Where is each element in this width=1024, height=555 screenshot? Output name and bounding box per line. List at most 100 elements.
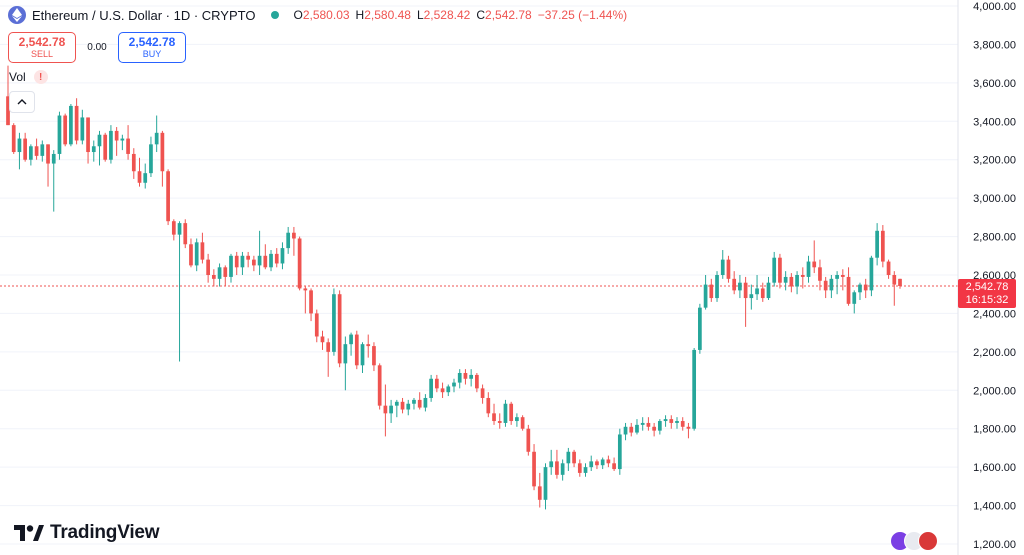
candle[interactable] [526, 428, 531, 452]
candle[interactable] [183, 223, 188, 245]
candle[interactable] [286, 232, 291, 249]
candle[interactable] [778, 257, 782, 283]
candle[interactable] [686, 426, 691, 429]
candle[interactable] [194, 242, 199, 266]
candle[interactable] [34, 146, 39, 156]
candle[interactable] [623, 426, 628, 435]
candle[interactable] [280, 248, 285, 264]
candle[interactable] [326, 342, 331, 352]
candle[interactable] [91, 146, 96, 153]
candle[interactable] [6, 96, 10, 126]
tradingview-logo[interactable]: TradingView [14, 522, 160, 544]
candle[interactable] [537, 486, 542, 500]
candle[interactable] [600, 459, 605, 466]
candle[interactable] [863, 284, 868, 291]
candle[interactable] [560, 463, 565, 475]
candle[interactable] [394, 401, 399, 406]
candle[interactable] [646, 422, 651, 427]
sell-button[interactable]: 2,542.78 SELL [8, 32, 76, 63]
candle[interactable] [143, 173, 148, 183]
candle[interactable] [497, 421, 502, 423]
candle[interactable] [749, 294, 754, 299]
warning-icon[interactable]: ! [33, 70, 48, 84]
candle[interactable] [177, 223, 182, 235]
candle[interactable] [149, 144, 153, 174]
candle[interactable] [755, 288, 759, 295]
candle[interactable] [480, 388, 485, 398]
candle[interactable] [229, 255, 233, 277]
candle[interactable] [572, 451, 576, 464]
candle[interactable] [200, 242, 205, 260]
candle[interactable] [692, 349, 697, 429]
candle[interactable] [74, 105, 79, 141]
candle[interactable] [583, 467, 588, 473]
candle[interactable] [612, 463, 616, 470]
candle[interactable] [11, 125, 16, 153]
candle[interactable] [137, 171, 142, 183]
candle[interactable] [240, 255, 245, 268]
candle[interactable] [629, 426, 634, 433]
candle[interactable] [835, 275, 839, 279]
candle[interactable] [617, 434, 622, 470]
candle[interactable] [406, 403, 411, 410]
candle[interactable] [23, 138, 28, 160]
candle[interactable] [154, 132, 159, 145]
candle[interactable] [566, 451, 571, 464]
candle[interactable] [257, 255, 262, 266]
candle[interactable] [446, 386, 451, 393]
candle[interactable] [898, 278, 902, 286]
candle[interactable] [343, 344, 348, 364]
candle[interactable] [829, 278, 834, 291]
candle[interactable] [103, 134, 108, 160]
candle[interactable] [703, 284, 708, 308]
candle[interactable] [738, 282, 742, 291]
candle[interactable] [880, 230, 885, 262]
symbol-title[interactable]: Ethereum / U.S. Dollar · 1D · CRYPTO [32, 7, 256, 23]
candle[interactable] [886, 261, 891, 275]
candle[interactable] [823, 280, 828, 291]
candle[interactable] [840, 275, 845, 277]
candle[interactable] [657, 421, 662, 431]
candle[interactable] [743, 282, 748, 299]
candle[interactable] [332, 294, 336, 352]
candle[interactable] [869, 257, 874, 291]
candle[interactable] [292, 232, 296, 239]
candle[interactable] [635, 424, 639, 433]
candle[interactable] [57, 115, 62, 154]
candle[interactable] [732, 278, 737, 291]
candle[interactable] [120, 138, 125, 141]
candle[interactable] [320, 336, 325, 343]
candle[interactable] [211, 275, 216, 279]
candle[interactable] [17, 138, 22, 153]
candle[interactable] [720, 259, 725, 275]
candle[interactable] [46, 144, 50, 164]
candle[interactable] [463, 372, 468, 379]
candle[interactable] [109, 130, 113, 160]
candle[interactable] [412, 399, 416, 404]
candle[interactable] [475, 374, 479, 389]
candle[interactable] [709, 284, 714, 299]
candle[interactable] [189, 244, 193, 266]
candle[interactable] [760, 288, 765, 299]
candle[interactable] [795, 275, 799, 287]
candle[interactable] [789, 276, 794, 287]
candle[interactable] [314, 313, 319, 337]
candle[interactable] [63, 115, 68, 145]
candle[interactable] [69, 105, 73, 145]
candle[interactable] [663, 419, 668, 422]
candle[interactable] [669, 419, 674, 423]
candle[interactable] [532, 451, 536, 487]
candle[interactable] [640, 422, 645, 425]
candle[interactable] [875, 230, 879, 258]
candle[interactable] [223, 267, 228, 277]
candle[interactable] [246, 255, 251, 260]
candle[interactable] [492, 413, 496, 422]
volume-indicator[interactable]: Vol ! [9, 70, 48, 84]
candle[interactable] [852, 292, 857, 304]
candle[interactable] [217, 267, 222, 279]
candle[interactable] [400, 401, 405, 410]
candle[interactable] [429, 378, 433, 398]
candle[interactable] [234, 255, 239, 268]
candle[interactable] [297, 238, 302, 289]
